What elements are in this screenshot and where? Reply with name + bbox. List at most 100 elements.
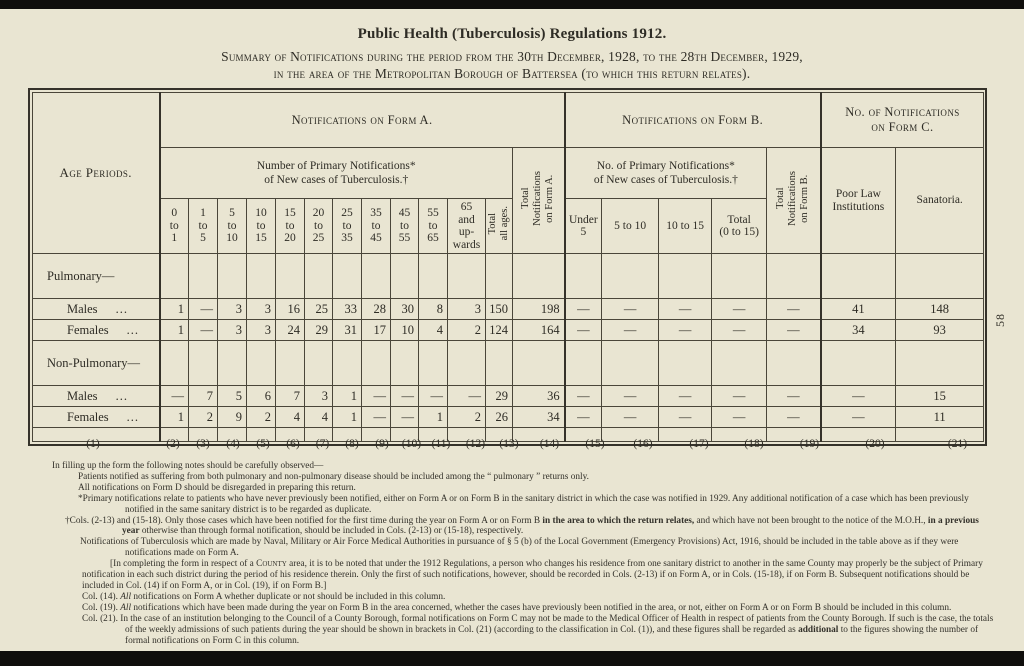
- column-number: (11): [431, 438, 451, 450]
- column-number: (16): [633, 438, 653, 450]
- table-cell: 5: [217, 385, 247, 407]
- table-cell: 11: [895, 406, 985, 428]
- table-cell: 3: [447, 298, 486, 320]
- table-cell: 2: [447, 319, 486, 341]
- column-number: (4): [226, 438, 240, 450]
- column-number: (9): [375, 438, 389, 450]
- table-cell: —: [711, 319, 768, 341]
- table-cell: —: [711, 298, 768, 320]
- table-cell: [511, 340, 566, 386]
- header-b-5-10: 5 to 10: [601, 198, 660, 254]
- table-cell: [564, 253, 603, 299]
- table-cell: [485, 253, 513, 299]
- table-cell: —: [711, 385, 768, 407]
- page-title: Public Health (Tuberculosis) Regulations…: [357, 26, 667, 42]
- table-cell: —: [361, 385, 391, 407]
- table-cell: —: [159, 385, 189, 407]
- notifications-table: Age Periods. Notifications on Form A. No…: [32, 92, 985, 442]
- row-label: [32, 427, 161, 442]
- table-cell: [361, 253, 391, 299]
- table-cell: [711, 340, 768, 386]
- table-cell: —: [601, 385, 660, 407]
- table-cell: [217, 253, 247, 299]
- table-cell: 4: [275, 406, 305, 428]
- table-cell: 3: [246, 319, 276, 341]
- table-cell: [511, 427, 566, 442]
- footnote: All notifications on Form D should be di…: [78, 482, 356, 493]
- table-cell: [332, 340, 362, 386]
- column-number: (15): [585, 438, 605, 450]
- table-cell: 148: [895, 298, 985, 320]
- table-cell: 7: [275, 385, 305, 407]
- footnote: Patients notified as suffering from both…: [78, 471, 589, 482]
- notifications-table-frame: Age Periods. Notifications on Form A. No…: [28, 88, 987, 446]
- header-b-under-5: Under 5: [564, 198, 603, 254]
- page-subtitle: Summary of Notifications during the peri…: [0, 48, 1024, 82]
- table-cell: —: [564, 385, 603, 407]
- footnote: Notifications of Tuberculosis which are …: [80, 537, 959, 559]
- column-number: (8): [345, 438, 359, 450]
- header-age-20-25: 20 to 25: [304, 198, 333, 254]
- table-cell: [361, 340, 391, 386]
- table-cell: 2: [188, 406, 218, 428]
- table-cell: [766, 427, 822, 442]
- row-label: Males...: [32, 298, 161, 320]
- footnote: In filling up the form the following not…: [52, 461, 324, 471]
- header-age-10-15: 10 to 15: [246, 198, 276, 254]
- table-cell: [390, 340, 419, 386]
- column-number: (13): [499, 438, 519, 450]
- table-cell: [485, 340, 513, 386]
- table-cell: 16: [275, 298, 305, 320]
- footnote: [In completing the form in respect of a …: [82, 559, 983, 591]
- table-cell: [564, 340, 603, 386]
- page-subtitle-line1: Summary of Notifications during the peri…: [221, 49, 803, 64]
- table-cell: [447, 340, 486, 386]
- table-cell: [188, 340, 218, 386]
- table-cell: [601, 253, 660, 299]
- header-form-a: Notifications on Form A.: [158, 92, 566, 148]
- table-cell: [159, 253, 189, 299]
- table-cell: 1: [332, 385, 362, 407]
- table-cell: 1: [159, 298, 189, 320]
- table-cell: 8: [418, 298, 448, 320]
- table-cell: 198: [511, 298, 566, 320]
- column-number: (5): [256, 438, 270, 450]
- table-cell: 6: [246, 385, 276, 407]
- table-cell: 7: [188, 385, 218, 407]
- row-label: Females...: [32, 406, 161, 428]
- table-cell: —: [564, 298, 603, 320]
- table-cell: 41: [820, 298, 897, 320]
- row-label: Males...: [32, 385, 161, 407]
- column-number: (2): [166, 438, 180, 450]
- header-age-1-5: 1 to 5: [188, 198, 218, 254]
- table-cell: 25: [304, 298, 333, 320]
- table-cell: [447, 253, 486, 299]
- column-number: (14): [539, 438, 560, 450]
- table-cell: 2: [447, 406, 486, 428]
- header-age-periods: Age Periods.: [32, 92, 161, 254]
- header-age-15-20: 15 to 20: [275, 198, 305, 254]
- table-cell: [658, 253, 713, 299]
- column-number: (17): [689, 438, 709, 450]
- footnote: *Primary notifications relate to patient…: [78, 493, 969, 515]
- header-sanatoria: Sanatoria.: [895, 147, 985, 254]
- table-cell: [159, 340, 189, 386]
- table-row: Males... 1—3 3 16 25 33 28 30 8 3 150 198— — — — —41 148: [32, 298, 985, 320]
- footnote: †Cols. (2-13) and (15-18). Only those ca…: [65, 515, 979, 537]
- header-age-25-35: 25 to 35: [332, 198, 362, 254]
- table-cell: —: [418, 385, 448, 407]
- spacer-row: [32, 427, 985, 442]
- column-number: (7): [315, 438, 330, 450]
- table-cell: 15: [895, 385, 985, 407]
- table-cell: —: [447, 385, 486, 407]
- table-cell: 36: [511, 385, 566, 407]
- table-cell: [332, 253, 362, 299]
- column-numbers-row: (1) (2) (3) (4) (5) (6) (7) (8) (9) (10) (11) (12) (…: [28, 438, 985, 450]
- table-cell: 2: [246, 406, 276, 428]
- header-age-35-45: 35 to 45: [361, 198, 391, 254]
- group-row: Non-Pulmonary—: [32, 340, 985, 386]
- column-number: (19): [799, 438, 820, 450]
- header-age-45-55: 45 to 55: [390, 198, 419, 254]
- table-cell: [390, 253, 419, 299]
- table-cell: —: [601, 406, 660, 428]
